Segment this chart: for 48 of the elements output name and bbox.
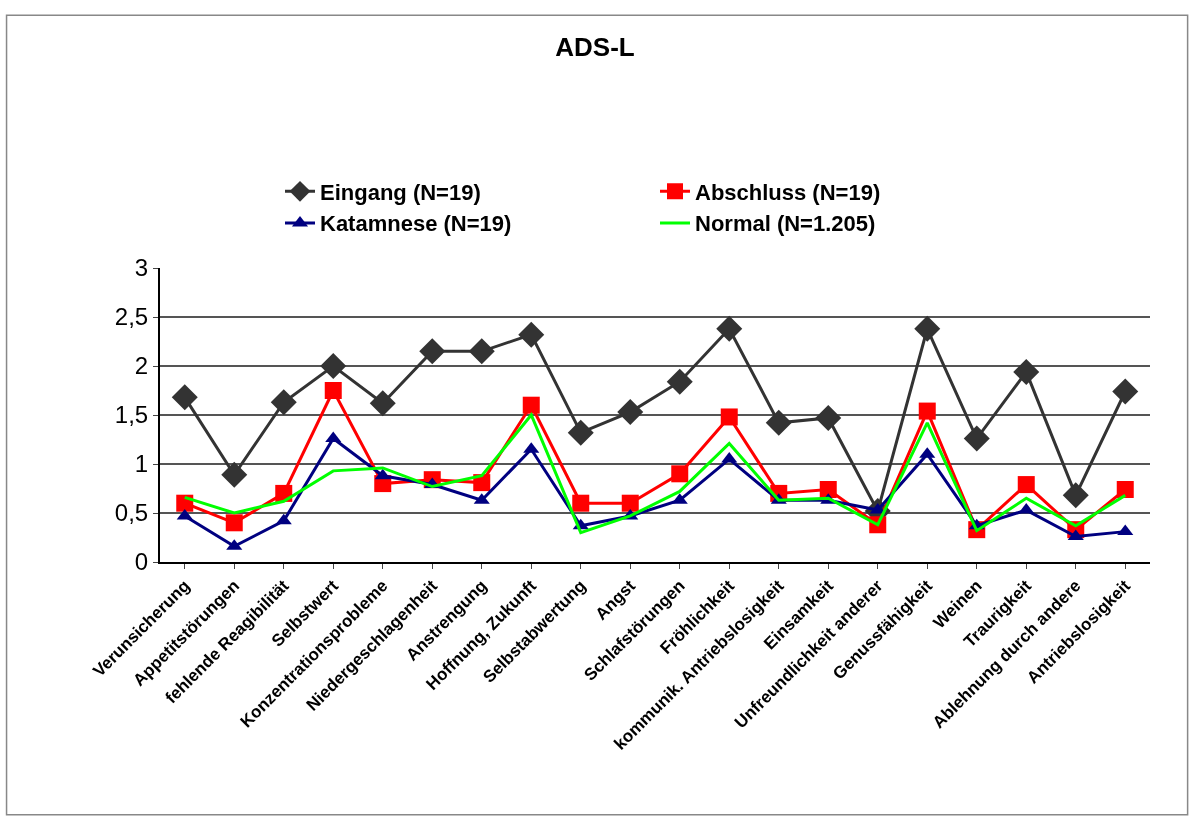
point: [369, 390, 396, 417]
point: [374, 468, 391, 480]
point: [666, 368, 693, 395]
point: [270, 389, 297, 416]
point: [522, 396, 540, 414]
point: [720, 408, 738, 426]
point: [914, 315, 941, 342]
point: [221, 461, 248, 488]
legend-label: Eingang (N=19): [320, 179, 481, 205]
point: [324, 382, 342, 399]
point: [918, 402, 936, 420]
point: [1067, 529, 1084, 541]
y-tick-label: 0: [134, 548, 149, 576]
point: [225, 514, 243, 532]
y-tick-label: 2,5: [114, 303, 149, 331]
point: [567, 419, 594, 446]
point: [1117, 524, 1134, 536]
y-tick-label: 1: [134, 450, 149, 478]
point: [765, 409, 792, 436]
point: [621, 494, 639, 512]
point: [275, 513, 292, 525]
point: [1017, 476, 1035, 494]
chart-title: ADS-L: [555, 31, 635, 62]
legend-label: Abschluss (N=19): [695, 179, 881, 205]
point: [419, 338, 446, 365]
y-tick-label: 2: [134, 352, 149, 380]
point: [617, 399, 644, 426]
legend-label: Katamnese (N=19): [320, 211, 512, 237]
point: [518, 321, 545, 348]
point: [1062, 482, 1089, 509]
point: [716, 315, 743, 342]
point: [572, 494, 590, 512]
y-tick-label: 1,5: [114, 401, 149, 429]
point: [1112, 378, 1139, 405]
point: [671, 465, 689, 483]
y-tick-label: 3: [134, 254, 149, 282]
y-tick-label: 0,5: [114, 499, 149, 527]
point: [320, 353, 347, 379]
point: [819, 480, 837, 498]
legend-label: Normal (N=1.205): [695, 211, 876, 237]
point: [468, 338, 495, 365]
point: [1116, 480, 1134, 498]
point: [176, 508, 193, 520]
point: [1013, 358, 1040, 385]
point: [325, 431, 342, 443]
point: [963, 425, 990, 452]
point: [171, 384, 198, 411]
point: [815, 404, 842, 431]
